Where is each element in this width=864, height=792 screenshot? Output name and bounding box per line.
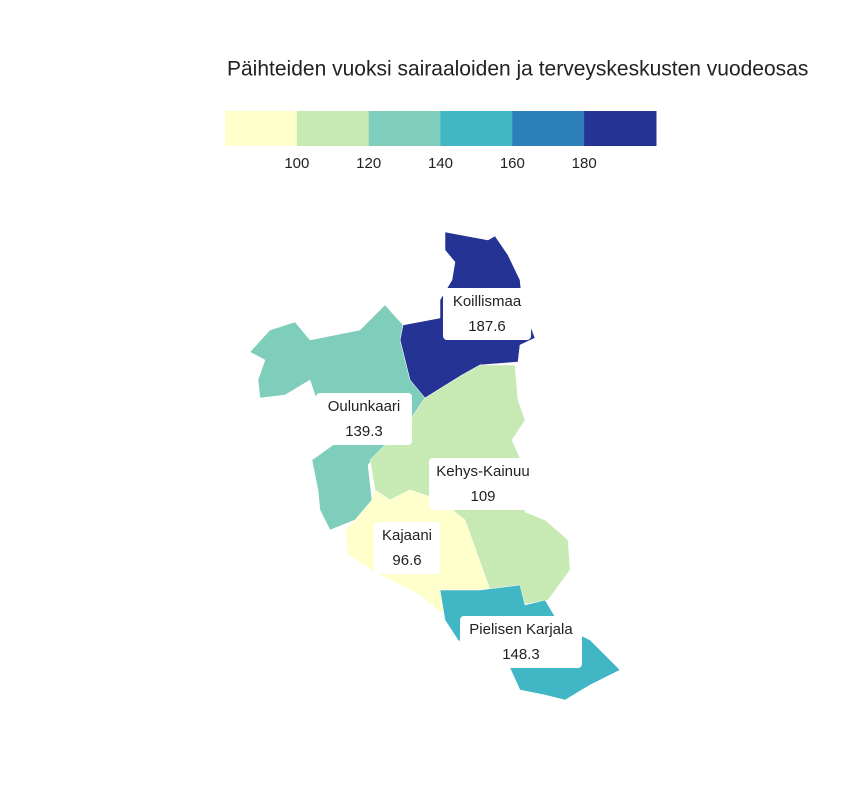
legend-swatch <box>296 111 370 146</box>
region-value: 148.3 <box>502 646 540 663</box>
label-box <box>374 522 440 574</box>
region-name: Pielisen Karjala <box>469 621 573 638</box>
legend-tick-label: 100 <box>284 155 309 172</box>
label-box <box>316 393 412 445</box>
label-box <box>460 616 582 668</box>
region-name: Kajaani <box>382 527 432 544</box>
legend-tick-label: 140 <box>428 155 453 172</box>
legend-tick-label: 160 <box>500 155 525 172</box>
chart-title: Päihteiden vuoksi sairaaloiden ja tervey… <box>227 58 808 81</box>
legend-swatch <box>368 111 441 146</box>
region-value: 96.6 <box>392 552 421 569</box>
legend-tick-label: 120 <box>356 155 381 172</box>
legend-swatch <box>512 111 585 146</box>
region-name: Kehys-Kainuu <box>436 463 529 480</box>
legend-swatch <box>584 111 657 146</box>
label-box <box>429 458 537 510</box>
legend-tick-label: 180 <box>572 155 597 172</box>
region-value: 109 <box>470 488 495 505</box>
region-name: Koillismaa <box>453 293 522 310</box>
legend-swatch <box>225 111 298 146</box>
region-value: 187.6 <box>468 318 506 335</box>
label-box <box>443 288 531 340</box>
region-name: Oulunkaari <box>328 398 401 415</box>
region-value: 139.3 <box>345 423 383 440</box>
legend-swatch <box>440 111 513 146</box>
